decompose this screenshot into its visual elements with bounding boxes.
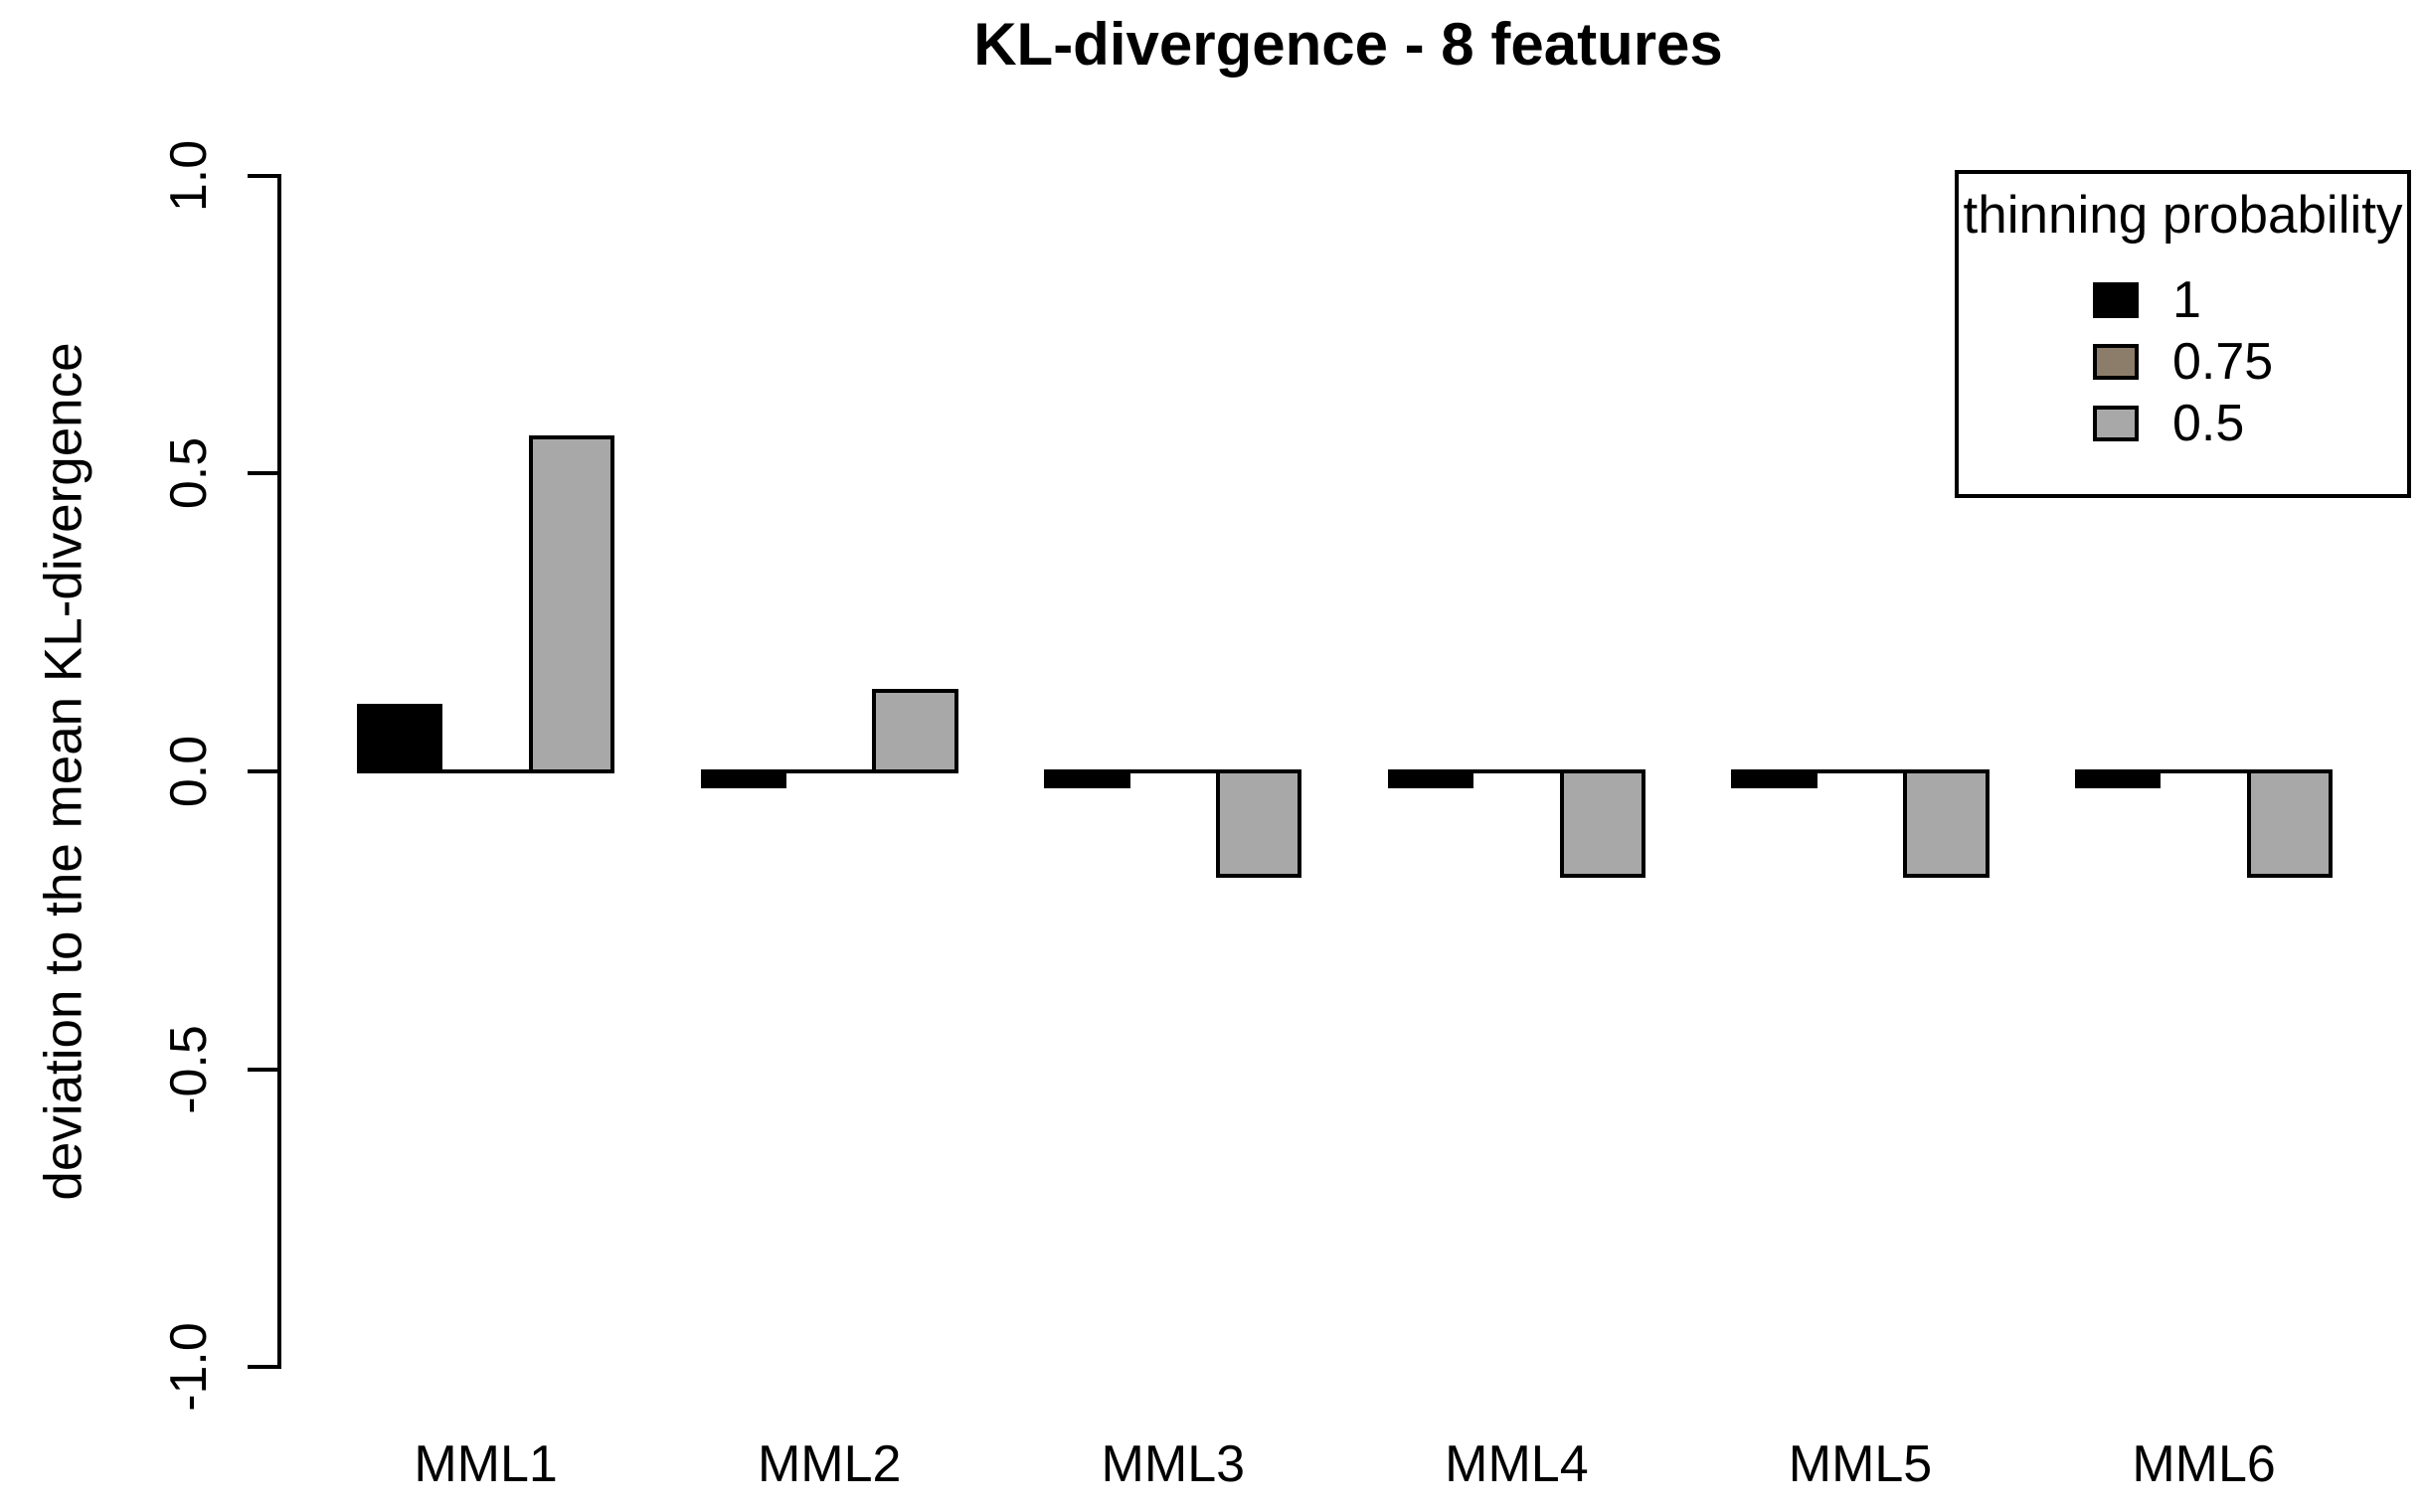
bar-MML2-p0.5: [872, 689, 958, 773]
bar-MML5-p0.5: [1903, 769, 1990, 878]
bar-MML2-p1: [700, 769, 786, 788]
bar-MML2-p0.75: [786, 769, 873, 773]
legend-title: thinning probability: [1963, 186, 2403, 245]
bar-MML4-p0.75: [1473, 769, 1560, 773]
bar-MML4-p1: [1387, 769, 1474, 788]
bar-MML5-p0.75: [1817, 769, 1904, 773]
xtick-label-MML2: MML2: [757, 1435, 902, 1493]
chart-title: KL-divergence - 8 features: [973, 11, 1723, 78]
bar-MML3-p0.75: [1129, 769, 1216, 773]
xtick-label-MML4: MML4: [1445, 1435, 1589, 1493]
bar-MML6-p0.5: [2246, 769, 2334, 878]
bar-MML5-p1: [1731, 769, 1817, 788]
xtick-label-MML1: MML1: [414, 1435, 558, 1493]
y-axis-label: deviation to the mean KL-divergence: [34, 342, 93, 1201]
bar-MML1-p0.75: [442, 769, 529, 773]
ytick-mark--1.0: [248, 1365, 281, 1370]
xtick-label-MML5: MML5: [1788, 1435, 1933, 1493]
legend-item-1: 1: [1959, 269, 2407, 331]
legend-item-0.75: 0.75: [1959, 331, 2407, 393]
ytick-label-0.0: 0.0: [160, 735, 218, 808]
bar-MML6-p1: [2075, 769, 2162, 788]
bar-MML3-p1: [1044, 769, 1130, 788]
bar-MML1-p1: [357, 704, 443, 773]
xtick-label-MML3: MML3: [1101, 1435, 1246, 1493]
legend-swatch-icon: [2093, 406, 2139, 441]
legend-item-0.5: 0.5: [1959, 393, 2407, 454]
legend-rows: 1 0.75 0.5: [1959, 269, 2407, 454]
ytick-mark-0.0: [248, 769, 281, 773]
xtick-label-MML6: MML6: [2132, 1435, 2276, 1493]
bar-MML6-p0.75: [2161, 769, 2247, 773]
ytick-label-0.5: 0.5: [160, 437, 218, 510]
ytick-label--1.0: -1.0: [160, 1322, 218, 1413]
bar-MML1-p0.5: [528, 435, 615, 773]
legend-swatch-icon: [2093, 344, 2139, 380]
ytick-mark--0.5: [248, 1067, 281, 1072]
ytick-mark-1.0: [248, 173, 281, 178]
legend-item-label: 0.75: [2172, 333, 2274, 391]
bar-MML3-p0.5: [1216, 769, 1302, 878]
bar-MML4-p0.5: [1559, 769, 1645, 878]
legend-item-label: 1: [2172, 271, 2201, 329]
ytick-label--0.5: -0.5: [160, 1024, 218, 1114]
legend-item-label: 0.5: [2172, 395, 2245, 452]
ytick-label-1.0: 1.0: [160, 139, 218, 212]
legend-box: thinning probability 1 0.75 0.5: [1955, 170, 2411, 498]
legend-swatch-icon: [2093, 282, 2139, 318]
ytick-mark-0.5: [248, 471, 281, 476]
